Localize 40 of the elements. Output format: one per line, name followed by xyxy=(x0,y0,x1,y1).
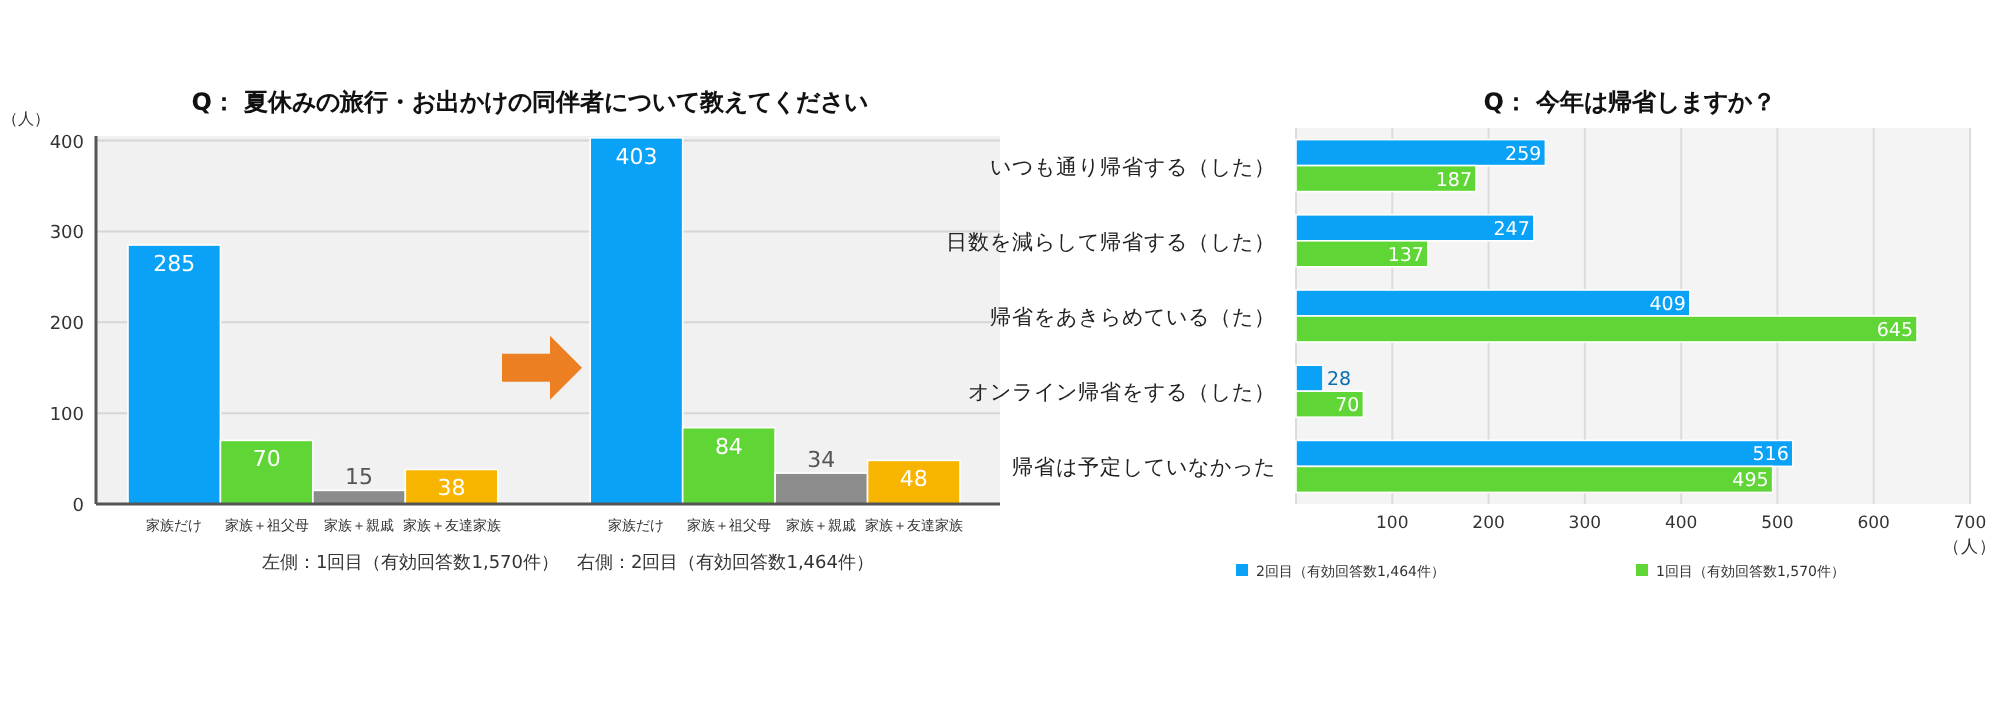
data-label: 38 xyxy=(437,475,466,502)
x-tick-label: 400 xyxy=(1664,514,1698,534)
x-tick-label: 100 xyxy=(1376,514,1409,534)
data-label: 516 xyxy=(1752,444,1789,467)
data-label: 495 xyxy=(1732,470,1769,493)
x-axis-title: （人） xyxy=(1943,536,1997,558)
data-label: 84 xyxy=(714,433,743,460)
data-label: 48 xyxy=(899,466,928,493)
y-tick-label: 400 xyxy=(49,133,85,154)
data-label: 28 xyxy=(1326,369,1352,392)
data-label: 285 xyxy=(153,251,196,278)
y-tick-label: 200 xyxy=(49,315,85,336)
x-tick-label: 200 xyxy=(1472,514,1505,534)
data-label: 70 xyxy=(1335,395,1360,418)
data-label: 34 xyxy=(807,447,836,474)
text: 左側：1回目（有効回答数1,570件） 右側：2回目（有効回答数1,464件） xyxy=(262,552,874,574)
chart-title: Q： 夏休みの旅行・お出かけの同伴者について教えてください xyxy=(191,88,869,116)
data-label: 403 xyxy=(615,143,658,170)
data-label: 187 xyxy=(1435,169,1473,192)
y-tick-label: 100 xyxy=(49,406,85,427)
data-label: 259 xyxy=(1505,143,1542,166)
x-tick-label: 300 xyxy=(1568,514,1602,534)
data-label: 15 xyxy=(345,464,374,491)
y-tick-label: オンライン帰省をする（した） xyxy=(968,379,1276,406)
y-axis-title: （人） xyxy=(2,110,50,128)
y-tick-label: 300 xyxy=(49,224,85,245)
data-label: 409 xyxy=(1649,294,1686,316)
data-label: 247 xyxy=(1493,218,1530,241)
y-tick-label: いつも通り帰省する（した） xyxy=(990,153,1276,180)
y-tick-label: 帰省は予定していなかった xyxy=(1012,454,1276,481)
x-tick-label: 500 xyxy=(1761,514,1794,534)
x-tick-label: 600 xyxy=(1857,514,1890,534)
y-tick-label: 0 xyxy=(72,497,85,517)
y-tick-label: 日数を減らして帰省する（した） xyxy=(946,228,1276,255)
data-label: 137 xyxy=(1387,244,1424,267)
y-tick-label: 帰省をあきらめている（た） xyxy=(990,304,1276,330)
x-tick-label: 700 xyxy=(1953,514,1987,534)
data-label: 645 xyxy=(1876,320,1914,342)
data-label: 70 xyxy=(252,446,281,473)
chart-title: Q： 今年は帰省しますか？ xyxy=(1483,88,1777,116)
